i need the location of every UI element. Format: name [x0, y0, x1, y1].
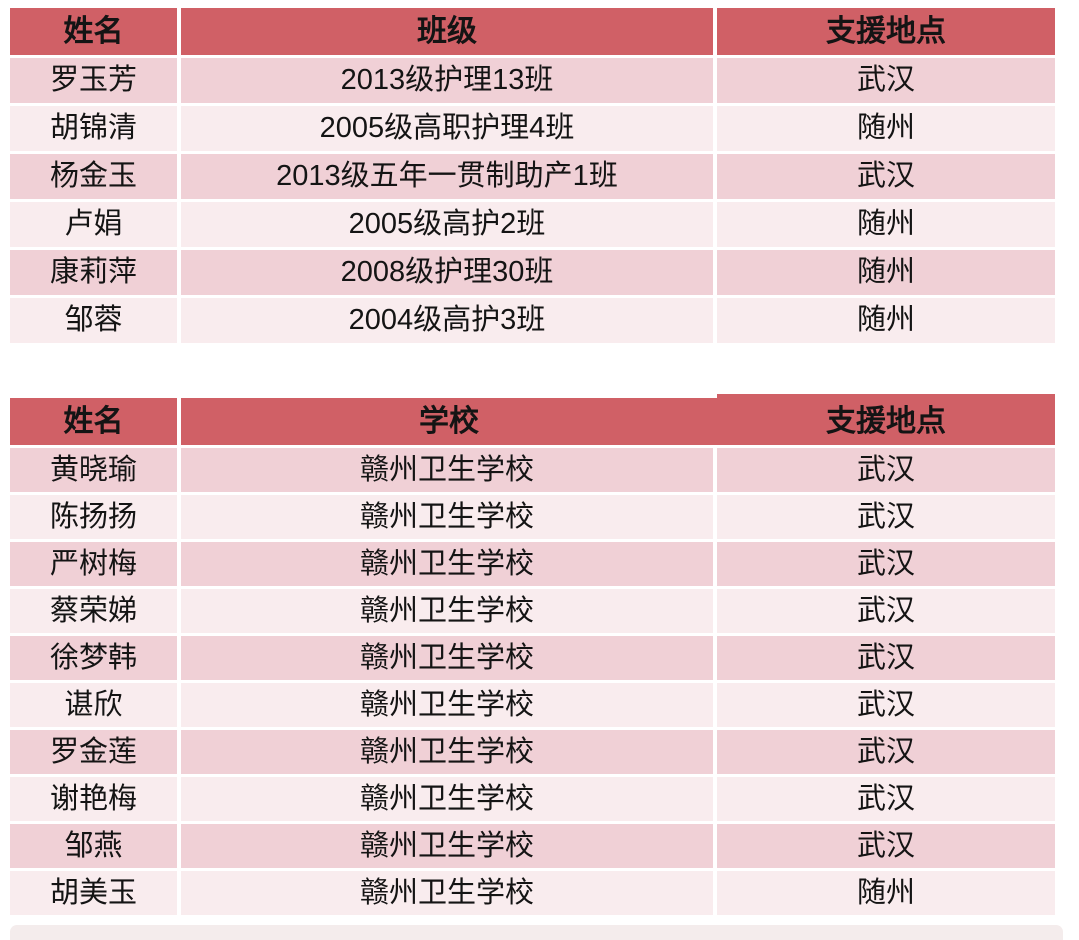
location-cell: 武汉	[717, 154, 1055, 199]
name-cell: 徐梦韩	[10, 636, 177, 680]
name-cell: 罗玉芳	[10, 58, 177, 103]
header-class-cell: 班级	[181, 8, 713, 55]
school-cell: 赣州卫生学校	[181, 589, 713, 633]
location-cell: 武汉	[717, 683, 1055, 727]
header-school-cell: 学校	[181, 398, 717, 445]
name-cell: 黄晓瑜	[10, 448, 177, 492]
school-support-roster-table: 姓名 学校 支援地点 黄晓瑜 赣州卫生学校 武汉 陈扬扬 赣州卫生学校 武汉 严树梅 赣州卫生学校武…	[10, 394, 1055, 915]
school-cell: 赣州卫生学校	[181, 495, 713, 539]
class-cell: 2008级护理30班	[181, 250, 713, 295]
location-cell: 武汉	[717, 542, 1055, 586]
school-cell: 赣州卫生学校	[181, 448, 713, 492]
location-cell: 武汉	[717, 777, 1055, 821]
school-cell: 赣州卫生学校	[181, 542, 713, 586]
merged-header-cells: 学校 支援地点	[181, 394, 1055, 445]
class-cell: 2013级护理13班	[181, 58, 713, 103]
header-location-cell: 支援地点	[717, 8, 1055, 55]
name-cell: 罗金莲	[10, 730, 177, 774]
location-cell: 武汉	[717, 636, 1055, 680]
name-cell: 谢艳梅	[10, 777, 177, 821]
name-cell: 胡锦清	[10, 106, 177, 151]
location-cell: 武汉	[717, 448, 1055, 492]
name-cell: 康莉萍	[10, 250, 177, 295]
name-cell: 邹蓉	[10, 298, 177, 343]
name-cell: 邹燕	[10, 824, 177, 868]
class-cell: 2004级高护3班	[181, 298, 713, 343]
name-cell: 严树梅	[10, 542, 177, 586]
school-cell: 赣州卫生学校	[181, 871, 713, 915]
school-cell: 赣州卫生学校	[181, 636, 713, 680]
location-cell: 随州	[717, 202, 1055, 247]
location-cell: 随州	[717, 106, 1055, 151]
class-cell: 2013级五年一贯制助产1班	[181, 154, 713, 199]
next-card-top-edge	[10, 925, 1063, 940]
header-location-cell: 支援地点	[717, 394, 1055, 445]
name-cell: 蔡荣娣	[10, 589, 177, 633]
location-cell: 武汉	[717, 58, 1055, 103]
school-cell: 赣州卫生学校	[181, 777, 713, 821]
school-cell: 赣州卫生学校	[181, 824, 713, 868]
header-name-cell: 姓名	[10, 398, 177, 445]
location-cell: 随州	[717, 250, 1055, 295]
location-cell: 武汉	[717, 730, 1055, 774]
class-cell: 2005级高职护理4班	[181, 106, 713, 151]
location-cell: 武汉	[717, 589, 1055, 633]
name-cell: 谌欣	[10, 683, 177, 727]
class-cell: 2005级高护2班	[181, 202, 713, 247]
location-cell: 武汉	[717, 824, 1055, 868]
school-cell: 赣州卫生学校	[181, 730, 713, 774]
name-cell: 陈扬扬	[10, 495, 177, 539]
name-cell: 胡美玉	[10, 871, 177, 915]
class-support-roster-table: 姓名 班级 支援地点 罗玉芳 2013级护理13班 武汉 胡锦清 2005级高职护理4班 随州杨…	[10, 8, 1055, 343]
location-cell: 随州	[717, 298, 1055, 343]
location-cell: 随州	[717, 871, 1055, 915]
location-cell: 武汉	[717, 495, 1055, 539]
name-cell: 卢娟	[10, 202, 177, 247]
name-cell: 杨金玉	[10, 154, 177, 199]
school-cell: 赣州卫生学校	[181, 683, 713, 727]
header-name-cell: 姓名	[10, 8, 177, 55]
